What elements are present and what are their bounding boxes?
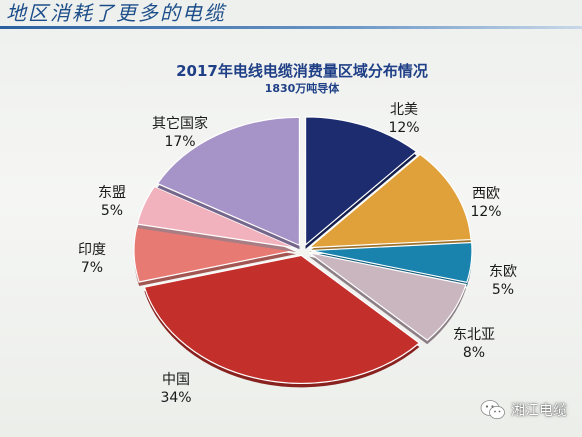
wechat-icon: [480, 400, 505, 420]
pie-label-value-2: 5%: [492, 282, 514, 298]
pie-label-name-4: 中国: [162, 372, 190, 388]
pie-slice-4: [143, 254, 421, 384]
pie-label-value-5: 7%: [81, 260, 103, 276]
pie-labels: 北美 12% 西欧 12% 东欧 5% 东北亚 8% 中国 34% 印度 7% 东盟 5% 其它国家 17%: [78, 102, 517, 406]
pie-slice-1: [307, 153, 472, 249]
pie-label-name-2: 东欧: [489, 264, 517, 280]
pie-label-name-1: 西欧: [472, 186, 500, 202]
pie-slice-6: [136, 185, 297, 249]
watermark-text: 湘江电缆: [511, 403, 567, 419]
pie-label-value-7: 17%: [164, 134, 195, 150]
header-divider: [0, 26, 582, 29]
pie-label-value-6: 5%: [101, 203, 123, 219]
pie-label-value-3: 8%: [463, 345, 485, 361]
pie-slice-2: [309, 241, 473, 284]
pie-label-name-3: 东北亚: [453, 327, 495, 343]
pie-label-name-0: 北美: [390, 102, 418, 118]
pie-slices: [133, 116, 473, 388]
pie-slice-5: [133, 225, 297, 283]
pie-slice-0: [304, 116, 418, 247]
watermark: 湘江电缆: [476, 397, 573, 423]
chart-subtitle: 1830万吨导体: [265, 81, 341, 95]
pie-label-value-1: 12%: [470, 204, 501, 220]
pie-slice-3: [308, 252, 467, 342]
pie-label-value-4: 34%: [160, 390, 191, 406]
pie-slice-7: [156, 116, 301, 247]
slide-header-title: 地区消耗了更多的电缆: [6, 1, 226, 25]
pie-label-name-7: 其它国家: [152, 115, 208, 132]
pie-label-value-0: 12%: [388, 120, 419, 136]
chart-title: 2017年电线电缆消费量区域分布情况: [176, 62, 428, 80]
pie-label-name-5: 印度: [78, 242, 106, 258]
pie-label-name-6: 东盟: [98, 185, 126, 201]
